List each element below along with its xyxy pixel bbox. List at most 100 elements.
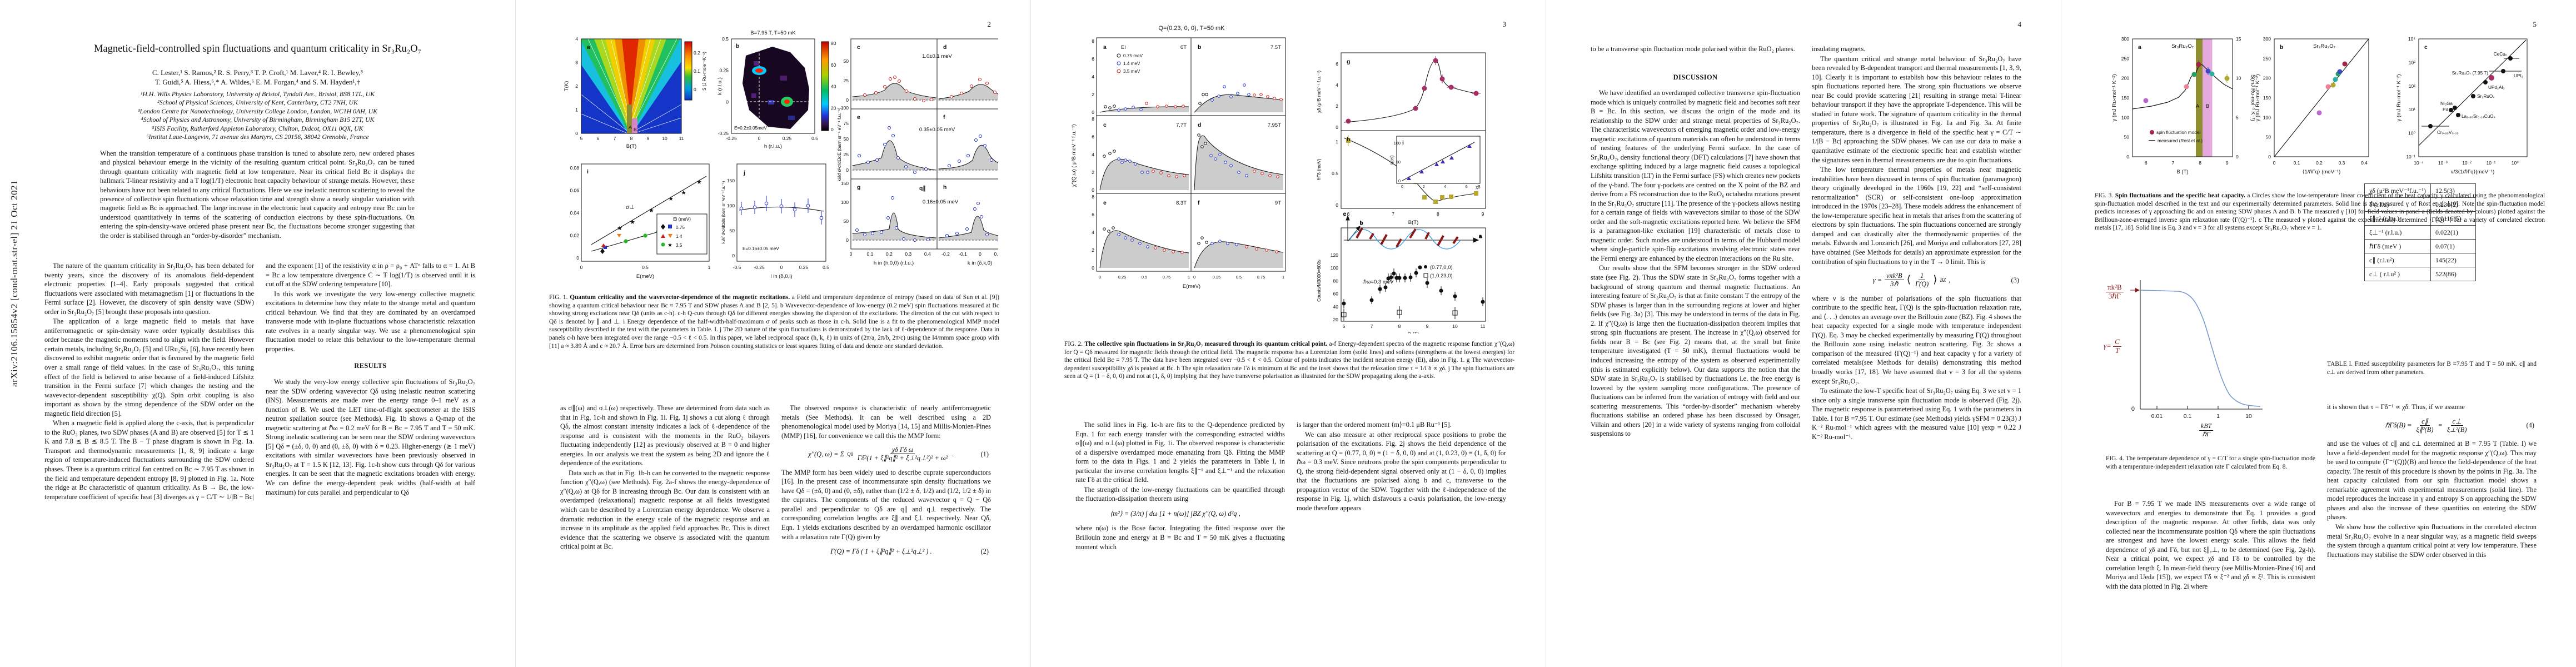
svg-text:8: 8	[1092, 116, 1094, 122]
svg-text:0: 0	[1092, 187, 1094, 193]
svg-text:0: 0	[780, 265, 783, 270]
x-axis-label: ν/3⟨1/ℏΓq⟩(meV⁻¹)	[2451, 169, 2495, 175]
energy-note: E=0.2±0.05meV	[734, 126, 767, 131]
svg-text:1: 1	[575, 107, 578, 113]
fig4-ytop-label: πk²B 3ℏΓ	[2106, 283, 2124, 301]
svg-text:0.2: 0.2	[2316, 160, 2323, 166]
y-ticks: 8 6 4 2 0	[1092, 116, 1094, 193]
svg-text:0: 0	[846, 237, 849, 243]
x-axis-label: B (T)	[1407, 331, 1419, 334]
param-name: c⊥ ( r.l.u² )	[2364, 267, 2431, 281]
svg-text:3: 3	[575, 60, 578, 66]
param-value: 145(22)	[2430, 253, 2476, 267]
eq-den: ξ∥²(B)	[2416, 425, 2434, 434]
svg-text:0: 0	[846, 97, 849, 103]
svg-text:0.01: 0.01	[2151, 413, 2163, 420]
svg-text:6: 6	[1092, 56, 1094, 62]
svg-text:★: ★	[617, 225, 622, 232]
param-value: 0.230(2)	[2430, 197, 2476, 212]
svg-text:0: 0	[979, 251, 981, 257]
svg-text:8: 8	[1398, 323, 1401, 329]
eq-num: 1	[1919, 272, 1926, 281]
paragraph: We can also measure at other reciprocal …	[1297, 430, 1506, 512]
x-axis-label: E(meV)	[1183, 283, 1200, 290]
page-3: 3 Q=(0.23, 0, 0), T=50 mK	[1030, 0, 1546, 667]
panel-letter: f	[1198, 200, 1200, 206]
x-ticks: -0.25 0 0.25 0.5	[726, 136, 818, 141]
p4-left-column: to be a transverse spin fluctuation mode…	[1591, 44, 1800, 439]
svg-text:0: 0	[2268, 154, 2271, 160]
svg-text:0: 0	[694, 87, 696, 92]
svg-text:60: 60	[1333, 291, 1339, 297]
svg-text:8: 8	[1092, 38, 1094, 44]
panel-letter: b	[1198, 44, 1201, 51]
counts-open-points	[1341, 306, 1458, 321]
svg-text:6: 6	[1092, 212, 1094, 217]
fig2-panel-j-counts: c b a	[1317, 211, 1486, 334]
svg-text:150: 150	[2263, 95, 2271, 101]
svg-text:-0.2: -0.2	[941, 251, 950, 257]
eq-tag: (4)	[2526, 421, 2534, 430]
svg-text:10: 10	[2236, 76, 2241, 81]
panel-b-title: B=7.95 T, T=50 mK	[750, 30, 796, 36]
y-ticks: 0.5 0.25 0 -0.25	[718, 36, 729, 136]
cut-energy-label-gh: 0.16±0.05 meV	[923, 199, 959, 205]
series1-label: (0.77,0,0)	[1430, 265, 1453, 271]
affiliation: ⁴School of Physics and Astronomy, Univer…	[141, 116, 375, 124]
svg-text:150: 150	[2121, 95, 2129, 101]
gamma-eq: γ=	[2104, 341, 2111, 350]
panel-letter: d	[1198, 122, 1201, 128]
panel-letter: f	[943, 114, 945, 121]
phase-a-label: A	[629, 125, 632, 130]
table-row: χδ (μ²B meV⁻¹f.u.⁻¹) 12.5(3)	[2364, 183, 2476, 198]
frac-den: 3ℏΓ	[2108, 291, 2121, 300]
x-axis-label: h (r.l.u.)	[764, 143, 782, 150]
y-axis-label: ℏΓδ (meV)	[1317, 158, 1322, 180]
paragraph: The low temperature thermal properties o…	[1812, 166, 2021, 266]
svg-text:200: 200	[2263, 76, 2271, 81]
svg-text:11: 11	[679, 136, 684, 141]
page-4: 4 to be a transverse spin fluctuation mo…	[1546, 0, 2061, 667]
x-ticks: 0 0.5 1	[580, 265, 711, 270]
x-ticks: 10⁻⁴ 10⁻³ 10⁻² 10⁻¹ 10⁰	[2414, 160, 2519, 166]
a-axis-label: a	[1479, 233, 1482, 240]
legend-title: Ei	[1121, 44, 1125, 51]
eq-den: Γδ²(1 + ξ∥²q∥² + ξ⊥²q⊥²)² + ω²	[857, 454, 948, 462]
svg-text:1: 1	[1336, 139, 1338, 145]
y-ticks: 300 250 200 150 100 50 0	[2263, 36, 2271, 160]
page-number: 4	[2017, 20, 2022, 28]
svg-text:0: 0	[575, 131, 578, 136]
x-ticks: 6 7 8 9	[2145, 160, 2229, 166]
eq-tag: (3)	[2011, 276, 2019, 284]
x-ticks: 6 7 8 9 10 11	[1343, 323, 1486, 329]
x-axis-label: k in (δ,k,0)	[968, 260, 992, 266]
paragraph: The nature of the quantum criticality in…	[44, 262, 254, 316]
svg-text:0.1: 0.1	[2294, 160, 2300, 166]
svg-text:2: 2	[1092, 170, 1094, 175]
y-axis-label: χδ (μ²B meV⁻¹ f.u.⁻¹)	[1317, 71, 1322, 113]
table-row: c∥ (r.l.u²) 145(22)	[2364, 253, 2476, 267]
field-label: 9T	[1275, 200, 1281, 206]
y-ticks: 8 6 4 2 0	[1092, 38, 1094, 115]
eq-den: 3ℏ	[1890, 280, 1899, 288]
fig4-x-label: kBT ℏΓ	[2199, 422, 2214, 439]
rangle: ⟩	[1933, 273, 1937, 286]
param-name: ℏΓδ (meV )	[2364, 239, 2431, 253]
y-ticks: 8 6 4 2 0	[1092, 194, 1094, 271]
material-label: Cr₀.₉₅V₀.₀₅	[2437, 130, 2459, 135]
eq-den: Γ(Q)	[1915, 280, 1929, 288]
panel-letter: e	[1103, 200, 1107, 206]
svg-text:4: 4	[1336, 82, 1338, 88]
energy-note: ℏω=0.3 meV	[1363, 279, 1394, 285]
svg-text:9: 9	[2226, 160, 2229, 166]
param-value: 0.0116(5)	[2430, 211, 2476, 226]
svg-text:0: 0	[1099, 275, 1101, 280]
fig3-panel-a: a Sr₃Ru₂O₇ A B spin fluctuation model me…	[2111, 36, 2256, 175]
svg-text:2: 2	[1336, 103, 1338, 109]
paragraph: is larger than the ordered moment ⟨m⟩=0.…	[1297, 421, 1452, 429]
svg-text:50: 50	[2266, 135, 2271, 140]
c-axis-label: c	[1343, 211, 1346, 217]
svg-text:6: 6	[1343, 323, 1346, 329]
svg-text:0: 0	[846, 167, 849, 173]
